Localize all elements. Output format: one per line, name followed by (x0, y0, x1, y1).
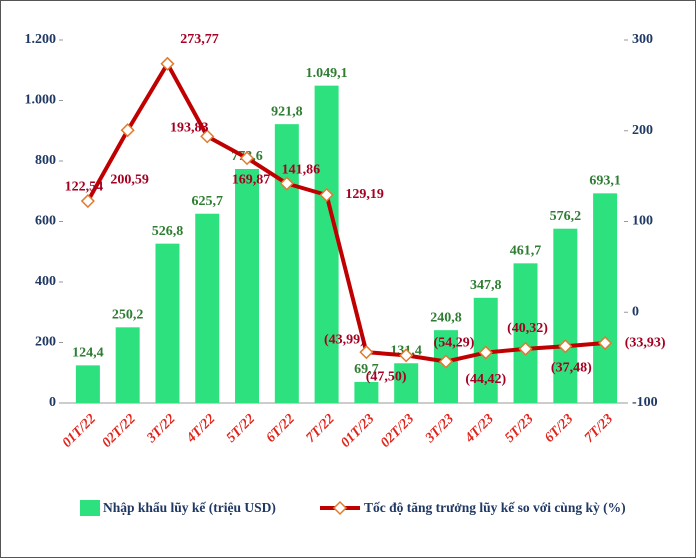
y-tick-label: 400 (35, 274, 56, 289)
bar (593, 193, 618, 403)
bar (314, 85, 339, 403)
bar (354, 381, 379, 403)
bar (75, 365, 100, 403)
line-marker (359, 345, 374, 360)
bar-label: 461,7 (510, 244, 542, 259)
legend-label: Tốc độ tăng trưởng lũy kế so với cùng kỳ… (364, 500, 626, 515)
line-marker (319, 187, 334, 203)
line-label: (37,48) (551, 360, 592, 375)
line-label: (43,99) (324, 332, 365, 347)
line-marker (120, 123, 135, 138)
y-tick-label: 1.000 (25, 93, 57, 108)
bar (394, 363, 419, 403)
y2-tick-label: 100 (632, 214, 653, 229)
bar (235, 168, 260, 403)
bar (195, 213, 220, 403)
line-label: (33,93) (625, 335, 666, 350)
bar-label: 576,2 (550, 209, 582, 224)
line-label: 273,77 (180, 32, 219, 47)
y2-tick-label: 200 (632, 123, 653, 138)
bar (274, 124, 299, 403)
line-label: (40,32) (507, 321, 548, 336)
line-label: 122,54 (65, 179, 104, 194)
y-tick-label: 600 (35, 214, 56, 229)
line-marker (399, 348, 414, 363)
line (86, 61, 606, 364)
bar-label: 347,8 (470, 278, 502, 293)
bar-label: 240,8 (430, 310, 462, 325)
line-marker (200, 129, 215, 144)
y-tick-label: 800 (35, 153, 56, 168)
line-marker (239, 151, 255, 166)
legend-swatch (80, 500, 100, 516)
line-label: (54,29) (434, 336, 475, 351)
line-marker (80, 193, 95, 209)
y-tick-label: 200 (35, 335, 56, 350)
line-label: 193,83 (170, 121, 209, 136)
bar-label: 1.049,1 (306, 66, 348, 81)
line-marker (518, 341, 533, 356)
line-label: 141,86 (282, 163, 321, 178)
line-marker (598, 335, 613, 351)
line-label: (47,50) (366, 370, 407, 385)
bar (553, 228, 578, 403)
line-marker (478, 345, 493, 360)
bar-label: 69,7 (354, 362, 379, 377)
legend-label: Nhập khẩu lũy kế (triệu USD) (103, 500, 276, 515)
line-marker (558, 339, 573, 354)
line-label: 200,59 (110, 172, 149, 187)
bar-label: 921,8 (271, 104, 303, 119)
legend-marker (332, 500, 348, 516)
bar-label: 124,4 (72, 346, 104, 361)
y2-tick-label: -100 (632, 395, 658, 410)
bar-label: 693,1 (589, 174, 621, 189)
bar (155, 243, 180, 403)
line-marker (279, 176, 294, 191)
bar (513, 263, 538, 403)
line-label: 129,19 (345, 187, 384, 202)
bar-label: 625,7 (192, 194, 224, 209)
line-marker (160, 56, 175, 71)
y-tick-label: 0 (49, 395, 56, 410)
line-label: 169,87 (232, 172, 271, 187)
bar-label: 526,8 (152, 224, 184, 239)
y2-tick-label: 300 (632, 32, 653, 47)
y-tick-label: 1.200 (25, 32, 57, 47)
bar (115, 327, 140, 403)
line-marker (438, 354, 454, 369)
bar-label: 250,2 (112, 308, 144, 323)
line-label: (44,42) (465, 372, 506, 387)
y2-tick-label: 0 (632, 304, 639, 319)
